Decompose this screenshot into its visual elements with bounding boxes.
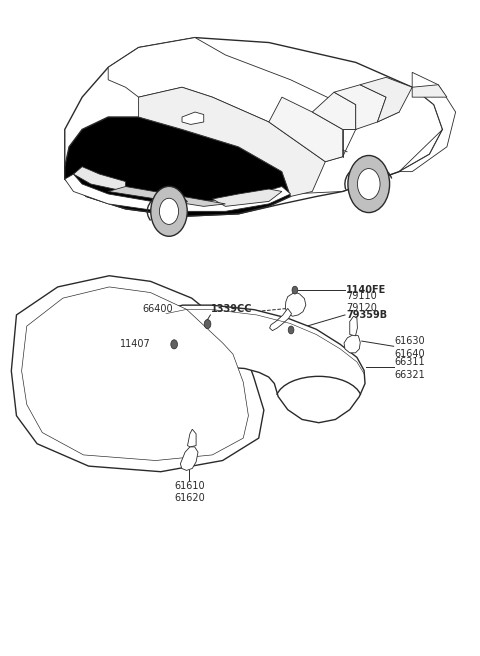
Polygon shape — [270, 308, 291, 331]
Polygon shape — [350, 316, 358, 336]
Polygon shape — [22, 287, 248, 461]
Text: 79359B: 79359B — [346, 310, 387, 320]
Text: 11407: 11407 — [120, 339, 151, 350]
Polygon shape — [412, 85, 447, 97]
Polygon shape — [65, 117, 290, 216]
Polygon shape — [65, 37, 443, 216]
Polygon shape — [285, 292, 306, 316]
Circle shape — [348, 155, 390, 213]
Polygon shape — [344, 335, 360, 353]
Polygon shape — [188, 429, 196, 447]
Polygon shape — [108, 186, 226, 207]
Polygon shape — [12, 276, 264, 472]
Text: 1140FE: 1140FE — [346, 285, 386, 295]
Polygon shape — [399, 72, 456, 172]
Circle shape — [204, 319, 211, 329]
Circle shape — [358, 169, 380, 199]
Polygon shape — [139, 87, 325, 196]
Text: 79110
79120: 79110 79120 — [346, 291, 377, 313]
Text: 61630
61640: 61630 61640 — [395, 337, 425, 359]
Polygon shape — [180, 447, 198, 470]
Polygon shape — [65, 174, 290, 211]
Text: 1339CC: 1339CC — [211, 304, 253, 314]
Circle shape — [151, 186, 187, 236]
Circle shape — [292, 286, 298, 294]
Polygon shape — [159, 305, 365, 422]
Text: 66400: 66400 — [142, 304, 173, 314]
Circle shape — [171, 340, 178, 349]
Polygon shape — [73, 167, 126, 192]
Text: 61610
61620: 61610 61620 — [174, 481, 205, 503]
Polygon shape — [312, 92, 356, 129]
Polygon shape — [182, 112, 204, 125]
Circle shape — [288, 326, 294, 334]
Polygon shape — [334, 85, 386, 129]
Polygon shape — [360, 77, 412, 122]
Polygon shape — [108, 37, 356, 161]
Polygon shape — [213, 189, 282, 207]
Circle shape — [159, 198, 179, 224]
Polygon shape — [269, 97, 343, 161]
Text: 66311
66321: 66311 66321 — [395, 358, 425, 380]
